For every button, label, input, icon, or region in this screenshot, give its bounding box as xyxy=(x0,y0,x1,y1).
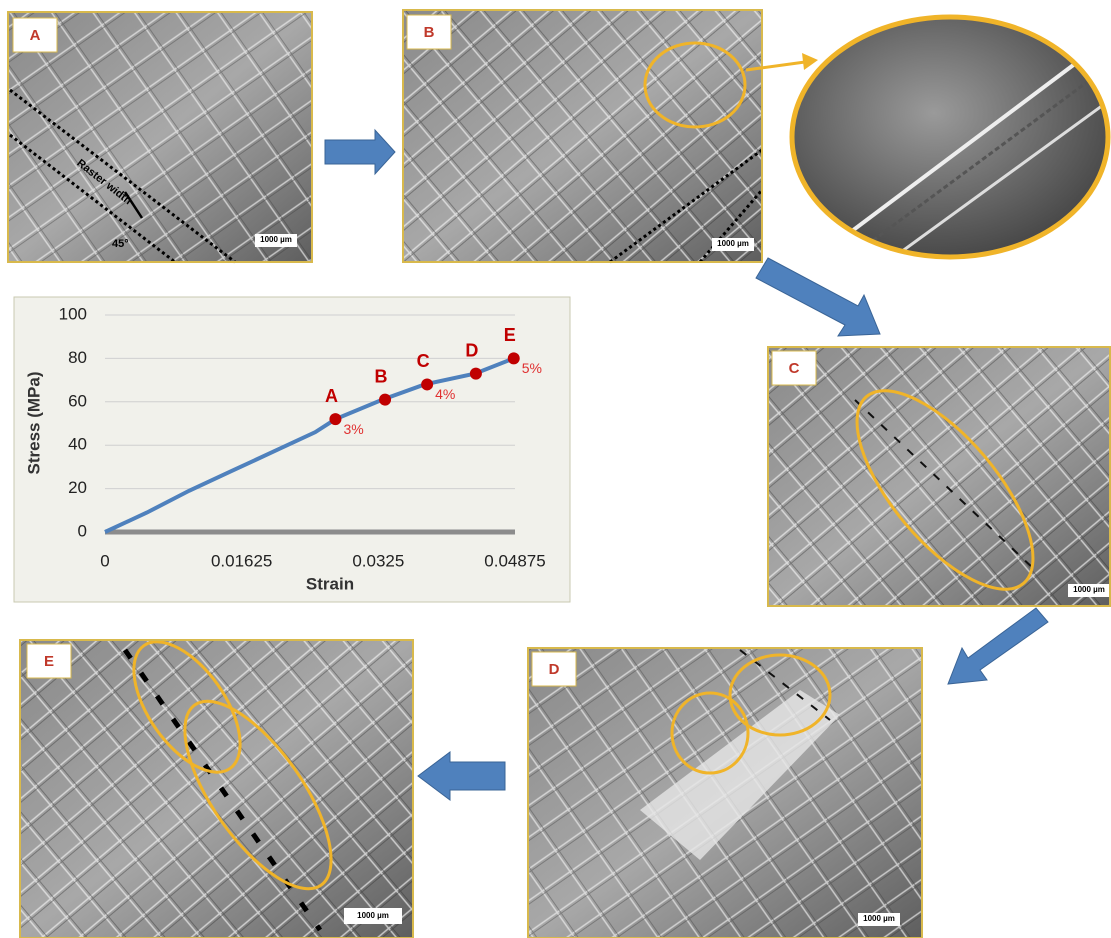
x-tick-label: 0 xyxy=(100,551,109,570)
arrow xyxy=(418,752,505,800)
arrow xyxy=(756,258,880,336)
point xyxy=(421,378,433,390)
point xyxy=(470,368,482,380)
panel-b: 1000 µm B xyxy=(403,10,762,262)
strain-label: 4% xyxy=(435,386,455,402)
point xyxy=(379,394,391,406)
y-tick-label: 100 xyxy=(59,304,87,323)
panel-label: E xyxy=(44,653,54,670)
panel-label: A xyxy=(30,27,41,44)
panel-a: Raster width 45° 1000 µm A xyxy=(8,12,312,262)
point-label: B xyxy=(375,366,388,386)
x-tick-label: 0.01625 xyxy=(211,551,272,570)
y-tick-label: 0 xyxy=(78,521,87,540)
scale-bar: 1000 µm xyxy=(717,239,749,248)
arrow xyxy=(948,608,1048,684)
zoom-view xyxy=(790,15,1110,260)
panel-c: 1000 µm C xyxy=(768,347,1111,617)
point-label: D xyxy=(465,340,478,360)
point xyxy=(508,352,520,364)
panel-label: C xyxy=(789,360,800,377)
panel-d: 1000 µm D xyxy=(528,648,922,938)
y-tick-label: 20 xyxy=(68,478,87,497)
point-label: C xyxy=(417,351,430,371)
strain-label: 3% xyxy=(343,421,363,437)
y-axis-label: Stress (MPa) xyxy=(24,372,43,475)
x-axis-label: Strain xyxy=(306,574,354,593)
scale-bar: 1000 µm xyxy=(357,911,389,920)
panel-e: 1000 µm E xyxy=(20,624,413,938)
point-label: E xyxy=(504,325,516,345)
scale-bar: 1000 µm xyxy=(260,235,292,244)
strain-label: 5% xyxy=(522,360,542,376)
y-tick-label: 60 xyxy=(68,391,87,410)
figure: Raster width 45° 1000 µm A 1000 µm B Str… xyxy=(0,0,1111,938)
scale-bar: 1000 µm xyxy=(1073,585,1105,594)
x-tick-label: 0.04875 xyxy=(484,551,545,570)
y-tick-label: 40 xyxy=(68,435,87,454)
y-tick-label: 80 xyxy=(68,348,87,367)
panel-label: D xyxy=(549,661,560,678)
x-tick-label: 0.0325 xyxy=(352,551,404,570)
panel-label: B xyxy=(424,24,435,41)
point xyxy=(329,413,341,425)
arrow xyxy=(325,130,395,174)
angle-label: 45° xyxy=(112,238,129,250)
point-label: A xyxy=(325,386,338,406)
scale-bar: 1000 µm xyxy=(863,914,895,923)
